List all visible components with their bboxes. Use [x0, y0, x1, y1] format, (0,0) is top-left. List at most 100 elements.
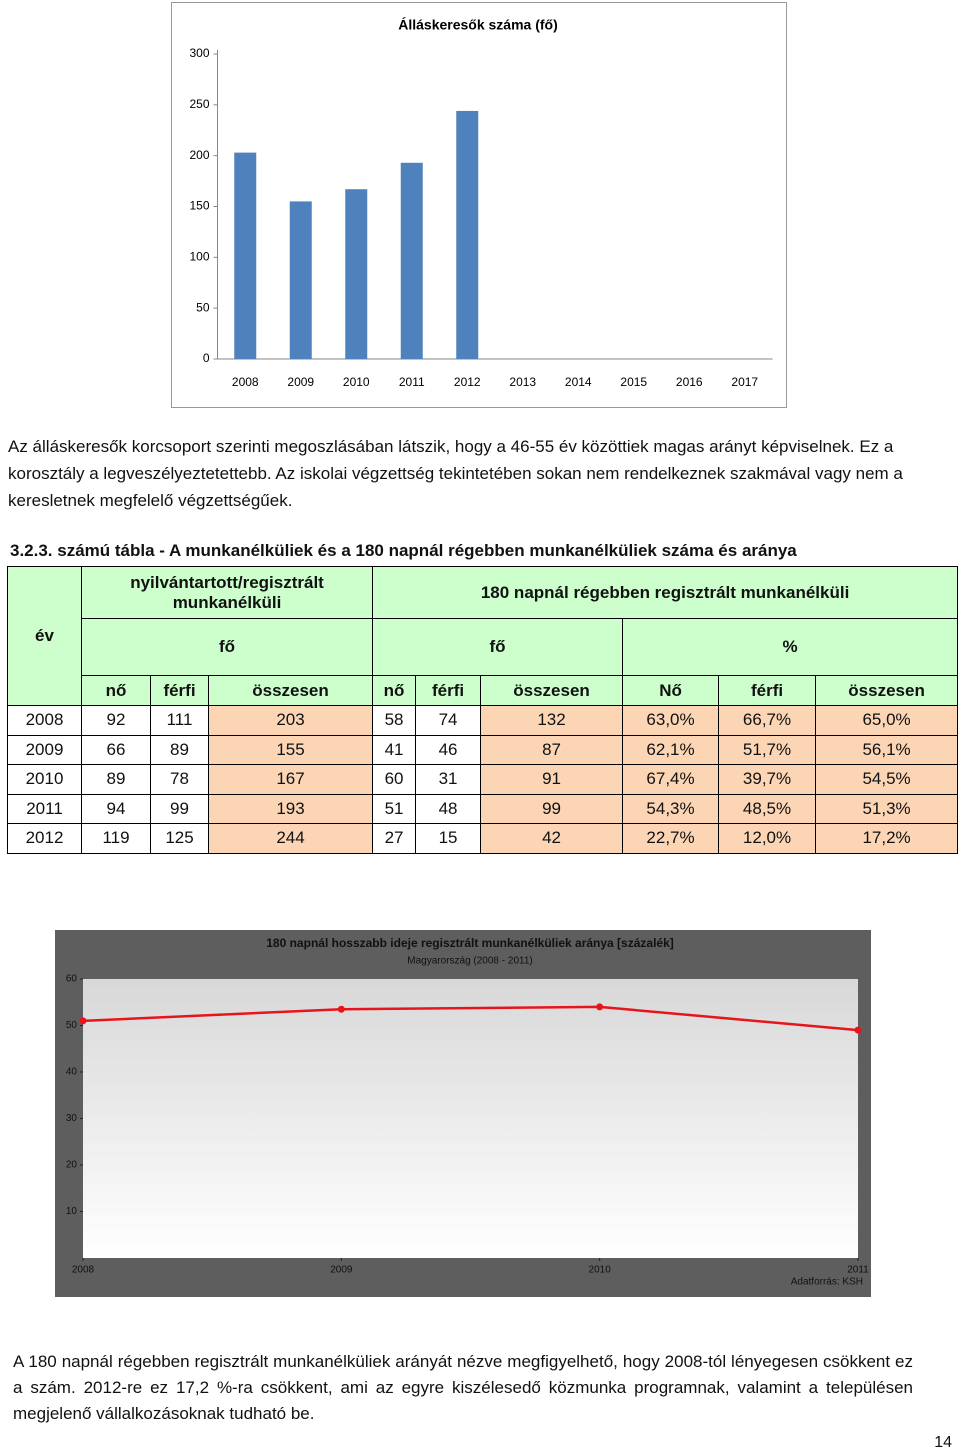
table-cell: 54,5% [815, 764, 959, 795]
y-tick-label: 300 [189, 46, 209, 60]
y-tick-label: 100 [189, 250, 209, 264]
line-chart: 180 napnál hosszabb ideje regisztrált mu… [55, 930, 871, 1297]
bar [400, 162, 423, 359]
cell-text: 27 [384, 828, 404, 848]
y-tick-label: 10 [66, 1206, 78, 1217]
cell-text: 51 [384, 798, 404, 818]
cell-text: 203 [276, 710, 305, 730]
cell-text: 89 [106, 769, 126, 789]
cell-text: 31 [438, 769, 458, 789]
table-cell: 99 [150, 793, 209, 824]
x-tick-label: 2015 [620, 375, 647, 389]
data-table: év nyilvántartott/regisztrált munkanélkül… [7, 566, 959, 854]
cell-text: 60 [384, 769, 404, 789]
cell-text: 46 [438, 739, 458, 759]
data-point [596, 1003, 604, 1011]
table-cell: 15 [415, 823, 482, 854]
y-tick-label: 50 [66, 1020, 78, 1031]
cell-text: 92 [106, 710, 126, 730]
y-tick-label: 20 [66, 1160, 78, 1171]
table-cell: 48 [415, 793, 482, 824]
cell-text: % [782, 637, 798, 656]
table-cell: fő [80, 618, 374, 676]
table-cell: összesen [480, 675, 624, 706]
table-cell: 132 [480, 705, 624, 736]
table-row: fő fő% [8, 618, 959, 676]
table-cell: 78 [150, 764, 209, 795]
cell-text: 180 napnál régebben regisztrált munkanél… [480, 582, 850, 602]
table-cell: 51,3% [815, 793, 959, 824]
cell-text: 41 [384, 739, 404, 759]
table-cell: 89 [150, 734, 209, 765]
table-cell: 87 [480, 734, 624, 765]
cell-text: 48 [438, 798, 458, 818]
cell-text: 99 [170, 798, 189, 818]
cell-text: 2011 [26, 798, 63, 818]
cell-text: 39,7% [742, 769, 792, 789]
cell-text: fő [489, 637, 506, 656]
cell-text: 167 [276, 769, 305, 789]
table-cell: Nő [622, 675, 720, 706]
cell-text: 54,5% [862, 769, 911, 789]
cell-text: férfi [750, 680, 784, 700]
table-cell: 51,7% [718, 734, 817, 765]
cell-text: 193 [276, 798, 305, 818]
table-cell: 94 [81, 793, 151, 824]
table-row: 2010 89 78 167 60 31 91 67,4% 39,7% 54,5% [7, 764, 959, 795]
chart-title: Álláskeresők száma (fő) [398, 17, 558, 33]
table-cell: 2009 [7, 734, 82, 765]
cell-text: 132 [537, 710, 566, 730]
table-cell: nő [81, 675, 151, 706]
cell-text: 67,4% [646, 769, 695, 789]
table-cell: 48,5% [718, 793, 817, 824]
table-row: év nyilvántartott/regisztrált munkanélkül… [7, 566, 959, 706]
x-tick-label: 2016 [676, 375, 703, 389]
x-tick-label: 2008 [72, 1265, 95, 1276]
table-cell: 203 [207, 705, 374, 736]
table-cell: összesen [207, 675, 374, 706]
table-cell: 67,4% [622, 764, 720, 795]
data-point [854, 1026, 862, 1034]
table-cell: 66,7% [718, 705, 817, 736]
cell-text: 119 [102, 828, 130, 848]
table-cell: 119 [81, 823, 151, 854]
table-cell: 167 [207, 764, 374, 795]
bar [456, 110, 479, 359]
x-tick-label: 2008 [232, 375, 259, 389]
table-cell: összesen [815, 675, 959, 706]
paragraph: Az álláskeresők korcsoport szerinti mego… [8, 437, 903, 510]
table-row: 2012 119 125 244 27 15 42 22,7% 12,0% 17,2% [7, 823, 959, 854]
cell-text: férfi [431, 680, 465, 700]
cell-text: 111 [166, 710, 193, 730]
cell-text: 66 [106, 739, 126, 759]
cell-text: 42 [542, 828, 561, 848]
cell-text: nő [383, 680, 405, 700]
y-tick-label: 250 [189, 97, 209, 111]
cell-text: Nő [659, 680, 682, 700]
table-cell: 244 [207, 823, 374, 854]
table-cell: 125 [150, 823, 209, 854]
x-tick-label: 2017 [731, 375, 758, 389]
table-cell: fő [372, 618, 624, 676]
table-cell: 42 [480, 823, 624, 854]
paragraph: A 180 napnál régebben regisztrált munkan… [13, 1352, 913, 1423]
cell-text: 2008 [25, 710, 64, 730]
x-tick-label: 2010 [343, 375, 370, 389]
cell-text: 17,2% [862, 828, 911, 848]
cell-text: év [35, 626, 54, 645]
cell-text: 99 [542, 798, 561, 818]
table-cell: 89 [81, 764, 151, 795]
x-tick-label: 2011 [399, 375, 425, 389]
x-tick-label: 2009 [330, 1265, 353, 1276]
table-cell: 56,1% [815, 734, 959, 765]
x-tick-label: 2013 [509, 375, 536, 389]
bar [345, 189, 368, 359]
table-cell: 51 [372, 793, 417, 824]
cell-text: 63,0% [646, 710, 695, 730]
cell-text: összesen [848, 680, 925, 700]
cell-text: 51,3% [862, 798, 911, 818]
x-tick-label: 2010 [589, 1265, 612, 1276]
x-tick-label: 2014 [565, 375, 592, 389]
cell-text: 62,1% [646, 739, 695, 759]
cell-text: 94 [106, 798, 126, 818]
